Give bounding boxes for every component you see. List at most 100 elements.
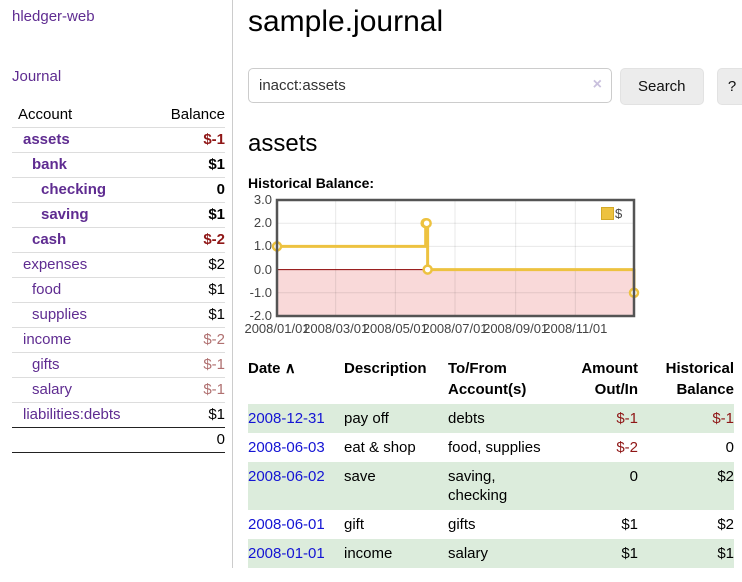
transaction-date-link[interactable]: 2008-01-01 <box>248 545 325 562</box>
account-balance: $1 <box>149 202 225 228</box>
sort-ascending-icon: ∧ <box>284 360 296 377</box>
account-row: income $-2 <box>12 327 225 353</box>
account-balance: $1 <box>149 277 225 303</box>
chart-legend: $ <box>601 206 622 221</box>
account-balance: 0 <box>149 177 225 203</box>
legend-label: $ <box>615 206 623 221</box>
account-row: bank $1 <box>12 152 225 178</box>
sidebar: hledger-web Journal Account Balance asse… <box>0 0 233 568</box>
app-title-link[interactable]: hledger-web <box>12 8 95 25</box>
account-row: checking 0 <box>12 177 225 203</box>
chart-canvas <box>271 198 640 318</box>
account-row: cash $-2 <box>12 227 225 253</box>
transaction-amount: $1 <box>621 516 638 533</box>
accounts-header-balance: Balance <box>170 106 225 123</box>
search-button[interactable]: Search <box>620 68 704 105</box>
transaction-description: gift <box>344 516 365 533</box>
account-link[interactable]: income <box>12 327 149 353</box>
transaction-description: pay off <box>344 410 389 427</box>
account-link[interactable]: expenses <box>12 252 149 278</box>
account-link[interactable]: liabilities:debts <box>12 402 149 428</box>
help-button[interactable]: ? <box>716 68 742 105</box>
account-link[interactable]: gifts <box>12 352 149 378</box>
transaction-amount: $1 <box>621 545 638 562</box>
transaction-date-link[interactable]: 2008-06-02 <box>248 468 325 485</box>
register-header-amount: Amount Out/In <box>581 360 638 398</box>
transaction-amount: $-1 <box>616 410 638 427</box>
register-header-date[interactable]: Date ∧ <box>248 360 296 377</box>
account-link[interactable]: bank <box>12 152 149 178</box>
x-axis-tick-label: 2008/07/01 <box>422 321 488 336</box>
search-row: × Search ? <box>248 68 742 105</box>
account-balance: $-1 <box>149 127 225 153</box>
accounts-table: Account Balance assets $-1 bank $1 check… <box>12 103 225 453</box>
account-row: salary $-1 <box>12 377 225 403</box>
transaction-accounts: food, supplies <box>448 439 541 456</box>
chart-title: Historical Balance: <box>248 175 375 191</box>
y-axis-tick-label: 2.0 <box>253 215 272 231</box>
account-balance: $-1 <box>149 377 225 403</box>
x-axis-tick-label: 2008/03/01 <box>303 321 369 336</box>
register-header-balance: Historical Balance <box>665 360 734 398</box>
account-balance: $-2 <box>149 227 225 253</box>
transaction-description: income <box>344 545 393 562</box>
account-balance: $1 <box>149 402 225 428</box>
account-row: liabilities:debts $1 <box>12 402 225 428</box>
search-input[interactable] <box>248 68 612 103</box>
account-row: saving $1 <box>12 202 225 228</box>
legend-swatch-icon <box>601 207 614 220</box>
register-header-accounts: To/From Account(s) <box>448 360 527 398</box>
account-heading: assets <box>248 130 318 157</box>
main-content: sample.journal × Search ? assets Histori… <box>233 0 742 568</box>
transaction-accounts: saving, checking <box>448 468 508 504</box>
app: hledger-web Journal Account Balance asse… <box>0 0 742 568</box>
transaction-row: 2008-06-02 save saving, checking 0 $2 <box>248 462 734 510</box>
transaction-amount: $-2 <box>616 439 638 456</box>
account-link[interactable]: food <box>12 277 149 303</box>
transaction-accounts: debts <box>448 410 485 427</box>
account-row: expenses $2 <box>12 252 225 278</box>
clear-search-icon[interactable]: × <box>592 76 602 93</box>
accounts-total-balance: 0 <box>149 427 225 453</box>
transaction-date-link[interactable]: 2008-06-03 <box>248 439 325 456</box>
register-table: Date ∧ Description To/From Account(s) Am… <box>248 356 734 568</box>
account-balance: $2 <box>149 252 225 278</box>
account-row: supplies $1 <box>12 302 225 328</box>
account-balance: $-2 <box>149 327 225 353</box>
account-link[interactable]: assets <box>12 127 149 153</box>
x-axis-tick-label: 2008/11/01 <box>543 321 608 336</box>
transaction-date-link[interactable]: 2008-06-01 <box>248 516 325 533</box>
transaction-accounts: salary <box>448 545 489 562</box>
x-axis-tick-label: 2008/05/01 <box>362 321 428 336</box>
transaction-balance: 0 <box>725 439 734 456</box>
transaction-row: 2008-01-01 income salary $1 $1 <box>248 539 734 568</box>
y-axis-tick-label: -1.0 <box>249 284 272 300</box>
account-link[interactable]: saving <box>12 202 149 228</box>
transaction-row: 2008-12-31 pay off debts $-1 $-1 <box>248 404 734 433</box>
transaction-balance: $-1 <box>712 410 734 427</box>
account-link[interactable]: salary <box>12 377 149 403</box>
y-axis-tick-label: 3.0 <box>253 192 272 207</box>
y-axis-tick-label: 0.0 <box>253 261 272 277</box>
account-balance: $1 <box>149 302 225 328</box>
x-axis-tick-label: 2008/01/01 <box>244 321 310 336</box>
transaction-description: save <box>344 468 376 485</box>
historical-balance-chart: 3.0 2.0 1.0 0.0 -1.0 -2.0 2008/01/01 2008/03/01… <box>244 193 742 340</box>
account-link[interactable]: cash <box>12 227 149 253</box>
transaction-row: 2008-06-01 gift gifts $1 $2 <box>248 510 734 539</box>
sidebar-item-journal[interactable]: Journal <box>12 68 62 85</box>
account-row: gifts $-1 <box>12 352 225 378</box>
transaction-accounts: gifts <box>448 516 476 533</box>
y-axis-tick-label: 1.0 <box>253 238 272 254</box>
transaction-amount: 0 <box>629 468 638 485</box>
transaction-balance: $1 <box>717 545 734 562</box>
account-row: assets $-1 <box>12 127 225 153</box>
accounts-header-account: Account <box>18 106 73 123</box>
account-row: food $1 <box>12 277 225 303</box>
account-link[interactable]: supplies <box>12 302 149 328</box>
y-axis-tick-label: -2.0 <box>249 308 272 323</box>
transaction-date-link[interactable]: 2008-12-31 <box>248 410 325 427</box>
x-axis-tick-label: 2008/09/01 <box>483 321 549 336</box>
account-link[interactable]: checking <box>12 177 149 203</box>
page-title: sample.journal <box>248 5 444 38</box>
